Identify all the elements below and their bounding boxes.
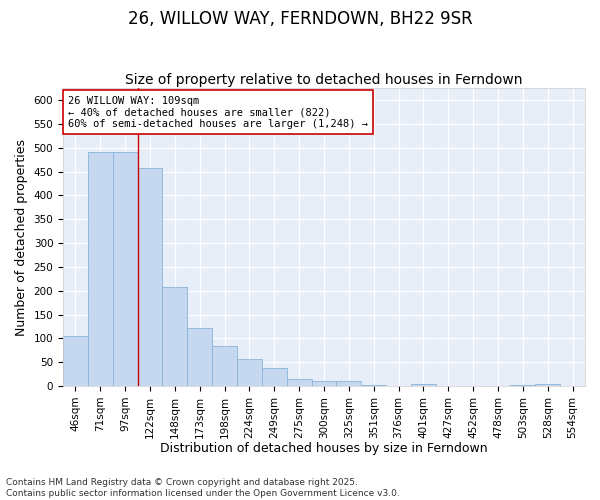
Bar — [311, 381, 337, 386]
Bar — [212, 346, 237, 386]
Bar — [163, 288, 187, 386]
Y-axis label: Number of detached properties: Number of detached properties — [15, 138, 28, 336]
Bar — [535, 384, 560, 386]
Bar — [361, 385, 386, 386]
Bar — [262, 368, 287, 386]
Text: Contains HM Land Registry data © Crown copyright and database right 2025.
Contai: Contains HM Land Registry data © Crown c… — [6, 478, 400, 498]
Bar — [337, 380, 361, 386]
Bar — [511, 385, 535, 386]
Text: 26, WILLOW WAY, FERNDOWN, BH22 9SR: 26, WILLOW WAY, FERNDOWN, BH22 9SR — [128, 10, 472, 28]
Bar — [287, 379, 311, 386]
Bar — [88, 152, 113, 386]
Bar — [237, 359, 262, 386]
X-axis label: Distribution of detached houses by size in Ferndown: Distribution of detached houses by size … — [160, 442, 488, 455]
Bar — [63, 336, 88, 386]
Title: Size of property relative to detached houses in Ferndown: Size of property relative to detached ho… — [125, 73, 523, 87]
Text: 26 WILLOW WAY: 109sqm
← 40% of detached houses are smaller (822)
60% of semi-det: 26 WILLOW WAY: 109sqm ← 40% of detached … — [68, 96, 368, 129]
Bar — [411, 384, 436, 386]
Bar — [113, 152, 137, 386]
Bar — [137, 168, 163, 386]
Bar — [187, 328, 212, 386]
